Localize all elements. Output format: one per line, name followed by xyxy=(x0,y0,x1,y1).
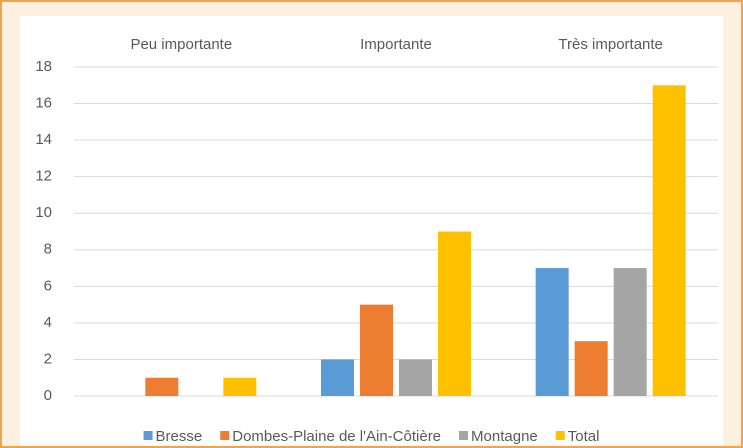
y-tick-label: 6 xyxy=(44,277,52,294)
legend-swatch xyxy=(459,431,469,440)
legend-label: Montagne xyxy=(471,428,538,445)
legend-label: Dombes-Plaine de l'Ain-Côtière xyxy=(232,428,441,445)
bar xyxy=(223,377,257,396)
bar xyxy=(399,359,432,396)
legend-swatch xyxy=(555,431,565,440)
category-label: Très importante xyxy=(558,36,662,53)
legend-label: Total xyxy=(568,428,600,445)
bar xyxy=(535,268,569,396)
y-tick-label: 4 xyxy=(44,314,52,331)
bar xyxy=(145,377,179,396)
y-tick-label: 8 xyxy=(44,241,52,258)
y-tick-label: 16 xyxy=(35,95,52,112)
y-tick-label: 0 xyxy=(44,387,52,404)
bar xyxy=(652,85,686,397)
bar xyxy=(613,268,647,396)
y-tick-label: 18 xyxy=(35,58,52,75)
legend-label: Bresse xyxy=(156,428,203,445)
legend-swatch xyxy=(143,431,153,440)
y-tick-label: 2 xyxy=(44,350,52,367)
bar xyxy=(574,341,608,396)
bar xyxy=(321,359,354,396)
y-tick-label: 10 xyxy=(35,204,52,221)
bar xyxy=(360,304,393,396)
bar xyxy=(438,231,471,396)
y-tick-label: 12 xyxy=(35,168,52,185)
category-label: Importante xyxy=(360,36,432,53)
legend-swatch xyxy=(220,431,230,440)
y-tick-label: 14 xyxy=(35,131,52,148)
category-label: Peu importante xyxy=(130,36,232,53)
